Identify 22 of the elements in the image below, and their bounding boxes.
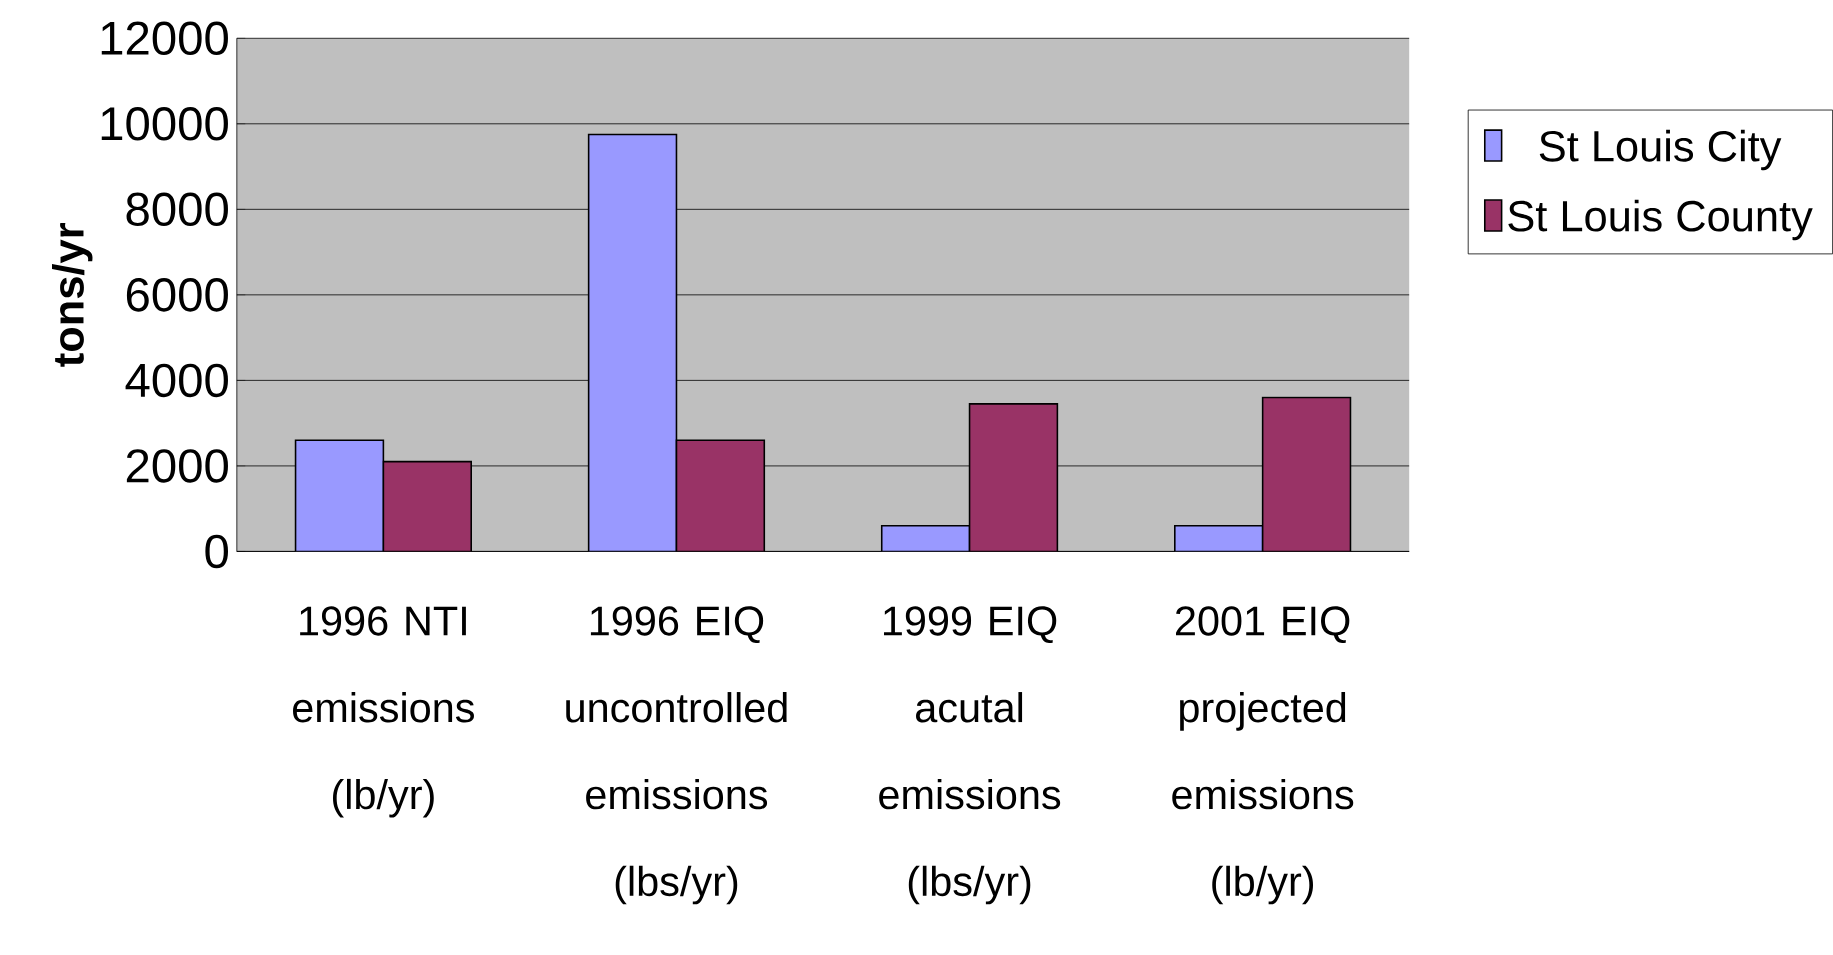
bar xyxy=(587,133,678,552)
y-tick-label: 8000 xyxy=(126,192,228,226)
legend-label: St Louis County xyxy=(1508,199,1813,241)
y-tick-label: 0 xyxy=(205,534,229,569)
bar xyxy=(1261,396,1352,552)
bar xyxy=(880,524,971,552)
category-label: 1996 EIQ uncontrolled emissions (lbs/yr) xyxy=(566,606,787,905)
bar xyxy=(675,439,766,552)
y-tick-label: 2000 xyxy=(126,449,228,483)
bar xyxy=(1174,524,1264,552)
y-tick-label: 4000 xyxy=(125,363,228,398)
category-label: 2001 EIQ projected emissions (lb/yr) xyxy=(1172,606,1354,905)
y-tick-label: 12000 xyxy=(101,21,228,55)
bar xyxy=(294,439,385,552)
category-label: 1996 NTI emissions (lb/yr) xyxy=(293,606,474,818)
bar xyxy=(382,460,472,552)
bar xyxy=(968,403,1059,552)
y-tick-label: 10000 xyxy=(101,106,228,141)
category-label: 1999 EIQ acutal emissions (lbs/yr) xyxy=(879,606,1061,905)
y-tick-label: 6000 xyxy=(126,277,228,312)
y-axis-title: tons/yr xyxy=(52,223,93,367)
legend-label: St Louis City xyxy=(1539,129,1782,171)
